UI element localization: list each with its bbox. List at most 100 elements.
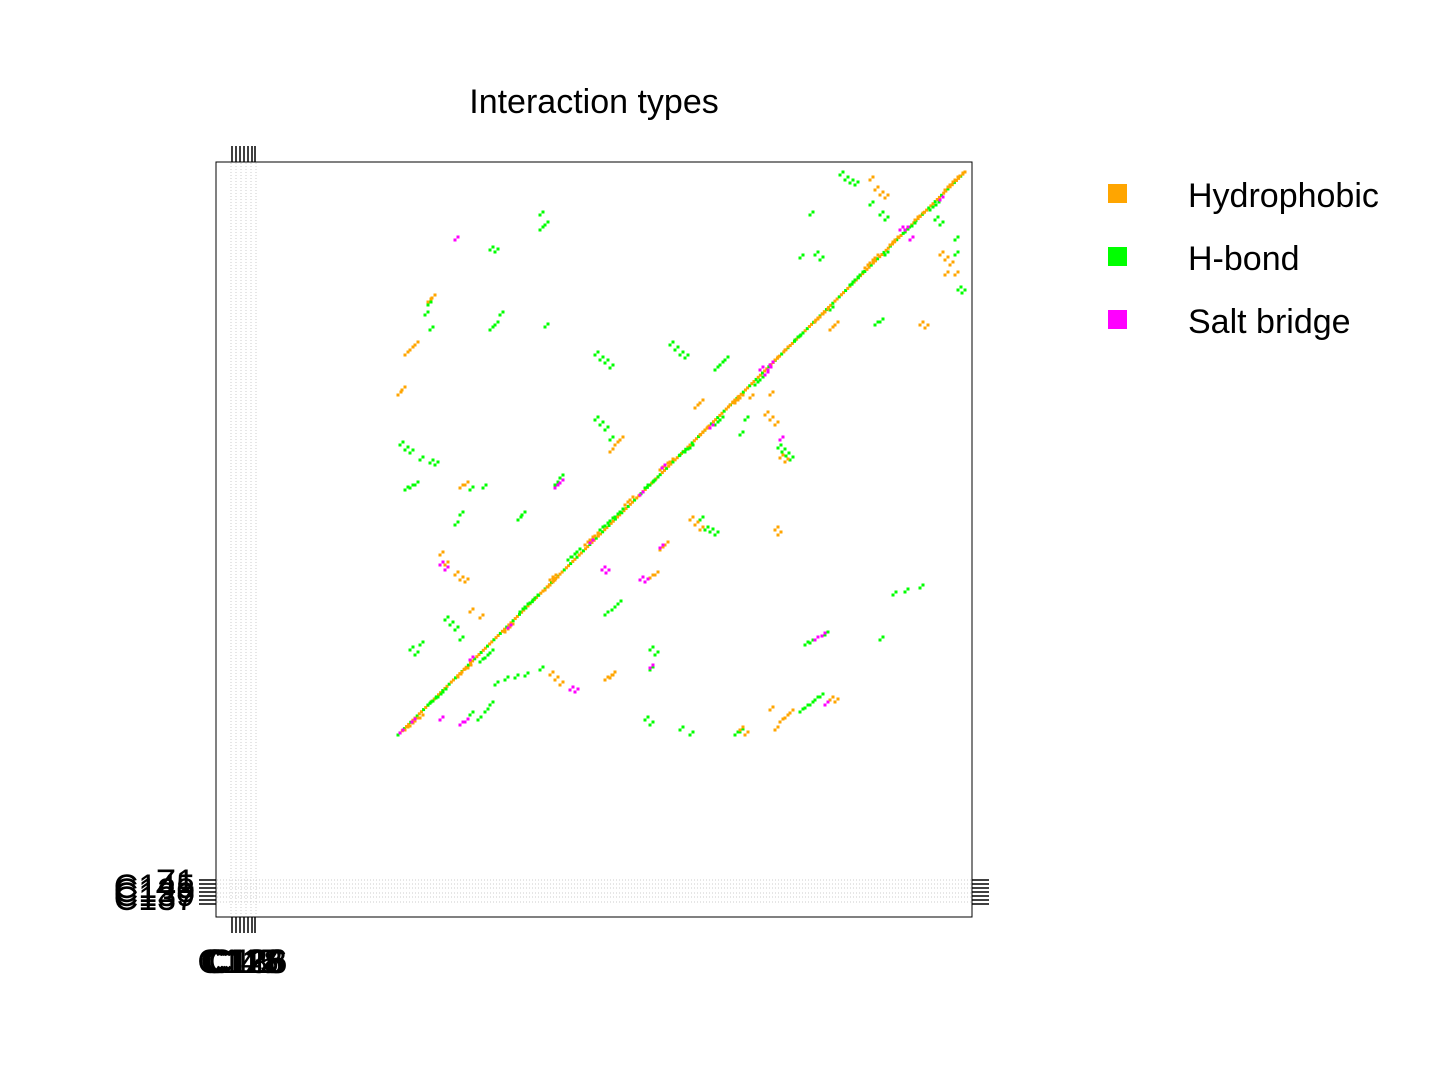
hydrophobic-diagonal-point: [673, 458, 677, 462]
h-bond-point: [651, 720, 655, 724]
h-bond-point: [483, 656, 487, 660]
hydrophobic-diagonal-point: [827, 305, 831, 309]
hydrophobic-point: [651, 573, 655, 577]
h-bond-point: [526, 671, 530, 675]
h-bond-point: [691, 443, 695, 447]
hydrophobic-point: [881, 190, 885, 194]
h-bond-point: [606, 425, 610, 429]
salt-bridge-point: [588, 541, 592, 545]
h-bond-point: [523, 674, 527, 678]
hydrophobic-point: [701, 398, 705, 402]
x-tick-label: C145: [197, 943, 278, 981]
h-bond-point: [446, 615, 450, 619]
hydrophobic-point: [868, 178, 872, 182]
h-bond-point: [823, 633, 827, 637]
h-bond-point: [878, 638, 882, 642]
hydrophobic-point: [706, 425, 710, 429]
h-bond-diagonal-point: [741, 390, 745, 394]
hydrophobic-point: [866, 263, 870, 267]
hydrophobic-point: [561, 680, 565, 684]
h-bond-point: [436, 460, 440, 464]
h-bond-point: [484, 483, 488, 487]
h-bond-point: [706, 525, 710, 529]
hydrophobic-diagonal-point: [558, 572, 562, 576]
h-bond-point: [433, 463, 437, 467]
hydrophobic-point: [876, 253, 880, 257]
hydrophobic-diagonal-point: [579, 551, 583, 555]
h-bond-point: [716, 530, 720, 534]
hydrophobic-diagonal-point: [584, 547, 588, 551]
hydrophobic-point: [736, 395, 740, 399]
hydrophobic-diagonal-point: [605, 526, 609, 530]
hydrophobic-diagonal-point: [950, 183, 954, 187]
h-bond-point: [488, 248, 492, 252]
salt-bridge-point: [561, 478, 565, 482]
hydrophobic-diagonal-point: [782, 350, 786, 354]
hydrophobic-point: [871, 175, 875, 179]
h-bond-point: [851, 280, 855, 284]
h-bond-point: [598, 358, 602, 362]
h-bond-point: [616, 512, 620, 516]
h-bond-point: [936, 215, 940, 219]
salt-bridge-point: [938, 198, 942, 202]
hydrophobic-point: [608, 676, 612, 680]
h-bond-diagonal-point: [569, 562, 573, 566]
h-bond-point: [668, 343, 672, 347]
h-bond-point: [434, 696, 438, 700]
hydrophobic-point: [946, 185, 950, 189]
hydrophobic-point: [773, 358, 777, 362]
hydrophobic-diagonal-point: [611, 519, 615, 523]
hydrophobic-diagonal-point: [694, 437, 698, 441]
hydrophobic-point: [403, 728, 407, 732]
hydrophobic-diagonal-point: [590, 540, 594, 544]
h-bond-point: [471, 710, 475, 714]
h-bond-point: [878, 213, 882, 217]
h-bond-point: [418, 458, 422, 462]
h-bond-point: [413, 653, 417, 657]
h-bond-point: [429, 300, 433, 304]
hydrophobic-point: [608, 450, 612, 454]
hydrophobic-point: [591, 535, 595, 539]
hydrophobic-diagonal-point: [948, 185, 952, 189]
hydrophobic-point: [511, 622, 515, 626]
h-bond-point: [408, 486, 412, 490]
h-bond-point: [476, 718, 480, 722]
h-bond-point: [613, 515, 617, 519]
h-bond-point: [570, 555, 574, 559]
hydrophobic-point: [671, 457, 675, 461]
hydrophobic-diagonal-point: [475, 655, 479, 659]
h-bond-point: [619, 599, 623, 603]
hydrophobic-point: [611, 447, 615, 451]
hydrophobic-diagonal-point: [539, 591, 543, 595]
h-bond-point: [488, 328, 492, 332]
hydrophobic-point: [631, 495, 635, 499]
hydrophobic-point: [463, 483, 467, 487]
h-bond-point: [780, 450, 784, 454]
hydrophobic-point: [696, 520, 700, 524]
h-bond-point: [616, 602, 620, 606]
h-bond-diagonal-point: [850, 282, 854, 286]
h-bond-diagonal-point: [844, 289, 848, 293]
hydrophobic-point: [596, 531, 600, 535]
hydrophobic-point: [831, 695, 835, 699]
h-bond-point: [498, 313, 502, 317]
h-bond-point: [811, 638, 815, 642]
h-bond-point: [853, 183, 857, 187]
salt-bridge-point: [398, 731, 402, 735]
h-bond-diagonal-point: [837, 295, 841, 299]
hydrophobic-point: [733, 401, 737, 405]
hydrophobic-point: [941, 250, 945, 254]
hydrophobic-point: [948, 263, 952, 267]
salt-bridge-point: [607, 568, 611, 572]
h-bond-point: [821, 255, 825, 259]
hydrophobic-point: [693, 406, 697, 410]
h-bond-point: [937, 200, 941, 204]
h-bond-diagonal-point: [946, 187, 950, 191]
h-bond-point: [496, 680, 500, 684]
h-bond-point: [779, 443, 783, 447]
hydrophobic-point: [776, 525, 780, 529]
h-bond-point: [546, 322, 550, 326]
hydrophobic-diagonal-point: [490, 640, 494, 644]
hydrophobic-diagonal-point: [842, 291, 845, 295]
h-bond-diagonal-point: [581, 549, 585, 553]
